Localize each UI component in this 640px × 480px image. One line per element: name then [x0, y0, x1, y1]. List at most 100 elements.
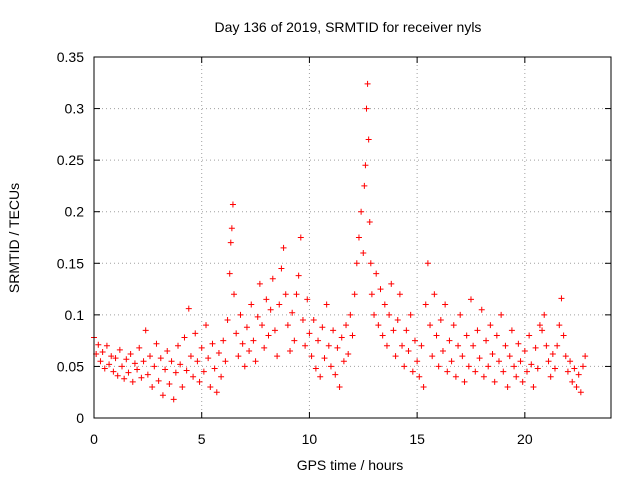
data-point	[116, 346, 123, 353]
data-point	[480, 373, 487, 380]
x-axis-ticks: 0 5 10 15 20	[90, 57, 533, 447]
data-point	[523, 368, 530, 375]
data-point	[551, 365, 558, 372]
data-point	[435, 363, 442, 370]
data-point	[200, 368, 207, 375]
data-point	[181, 334, 188, 341]
data-point	[213, 389, 220, 396]
data-point	[237, 311, 244, 318]
data-point	[108, 353, 115, 360]
grid-lines	[94, 57, 611, 418]
data-point	[319, 324, 326, 331]
data-point	[401, 363, 408, 370]
data-point	[450, 322, 457, 329]
data-point	[336, 384, 343, 391]
data-point	[284, 322, 291, 329]
data-point	[164, 347, 171, 354]
data-point	[183, 367, 190, 374]
data-point	[409, 368, 416, 375]
data-point	[231, 291, 238, 298]
data-point	[495, 358, 502, 365]
data-point	[506, 353, 513, 360]
data-point	[243, 324, 250, 331]
data-point	[379, 332, 386, 339]
data-point	[110, 368, 117, 375]
data-point	[422, 301, 429, 308]
data-point	[539, 327, 546, 334]
data-point	[362, 162, 369, 169]
data-point	[327, 363, 334, 370]
data-point	[541, 311, 548, 318]
y-tick-label: 0.1	[65, 307, 85, 323]
data-point	[365, 136, 372, 143]
data-point	[448, 358, 455, 365]
data-point	[170, 396, 177, 403]
data-point	[222, 358, 229, 365]
data-point	[431, 291, 438, 298]
data-point	[472, 368, 479, 375]
data-point	[312, 365, 319, 372]
data-point	[573, 384, 580, 391]
data-point	[254, 313, 261, 320]
data-point	[519, 378, 526, 385]
data-point	[271, 327, 278, 334]
data-point	[218, 373, 225, 380]
data-point	[106, 361, 113, 368]
data-point	[274, 353, 281, 360]
data-point	[564, 368, 571, 375]
data-point	[187, 353, 194, 360]
data-point	[134, 366, 141, 373]
data-point	[571, 365, 578, 372]
y-tick-label: 0.3	[65, 101, 85, 117]
data-point	[502, 342, 509, 349]
data-point	[235, 353, 242, 360]
data-point	[530, 384, 537, 391]
data-point	[534, 365, 541, 372]
data-point	[386, 311, 393, 318]
data-point	[420, 384, 427, 391]
data-point	[136, 344, 143, 351]
data-point	[172, 369, 179, 376]
plot-frame	[93, 56, 612, 419]
data-point	[315, 337, 322, 344]
data-point	[433, 332, 440, 339]
data-point	[99, 348, 106, 355]
data-point	[209, 340, 216, 347]
data-point	[302, 342, 309, 349]
data-point	[317, 373, 324, 380]
data-point	[227, 239, 234, 246]
data-point	[558, 295, 565, 302]
data-point	[252, 358, 259, 365]
data-point	[349, 332, 356, 339]
data-point	[491, 378, 498, 385]
data-point	[455, 342, 462, 349]
data-point	[246, 347, 253, 354]
data-point	[157, 355, 164, 362]
data-point	[149, 384, 156, 391]
data-point	[444, 368, 451, 375]
data-point	[190, 373, 197, 380]
data-point	[577, 389, 584, 396]
data-point	[351, 291, 358, 298]
data-point	[517, 358, 524, 365]
data-point	[511, 363, 518, 370]
data-point	[439, 347, 446, 354]
data-point	[470, 342, 477, 349]
data-point	[299, 317, 306, 324]
data-point	[513, 373, 520, 380]
data-point	[418, 342, 425, 349]
data-point	[446, 337, 453, 344]
data-point	[383, 342, 390, 349]
data-point	[123, 356, 130, 363]
data-point	[229, 201, 236, 208]
data-point	[381, 301, 388, 308]
data-point	[347, 311, 354, 318]
data-point	[259, 322, 266, 329]
data-point	[95, 341, 102, 348]
data-point	[366, 219, 373, 226]
data-point	[278, 265, 285, 272]
data-point	[545, 358, 552, 365]
data-point	[575, 371, 582, 378]
y-axis-title: SRMTID / TECUs	[6, 183, 22, 293]
data-point	[485, 363, 492, 370]
